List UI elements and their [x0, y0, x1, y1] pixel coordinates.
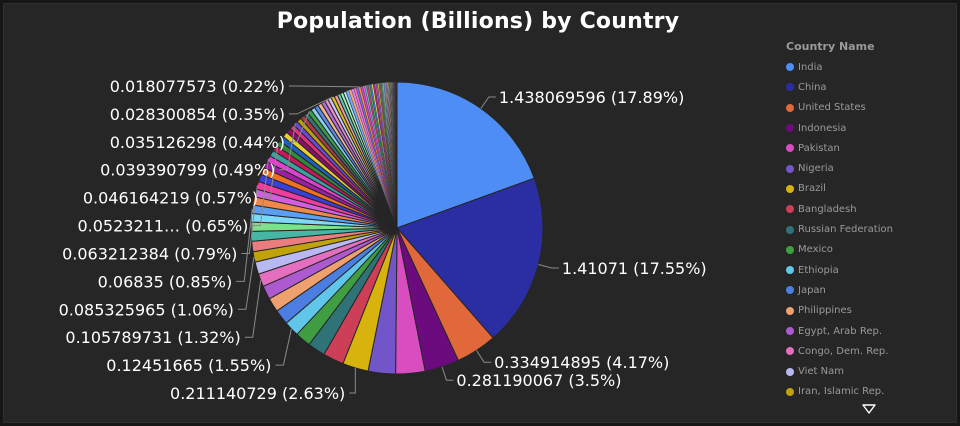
leader-line	[252, 158, 269, 226]
data-label: 1.41071 (17.55%)	[562, 259, 707, 278]
legend-label: Brazil	[798, 183, 826, 195]
legend-swatch	[786, 286, 794, 295]
leader-line	[538, 264, 559, 269]
legend-label: United States	[798, 102, 866, 114]
leader-line	[244, 280, 262, 338]
legend-swatch	[786, 306, 794, 315]
chart-title: Population (Billions) by Country	[276, 9, 680, 34]
legend-item[interactable]: Russian Federation	[786, 219, 946, 239]
legend-item[interactable]: Ethiopia	[786, 260, 946, 280]
data-label: 0.035126298 (0.44%)	[110, 133, 285, 152]
legend-label: Iran, Islamic Rep.	[798, 386, 885, 398]
legend-swatch	[786, 63, 794, 72]
legend-label: Pakistan	[798, 142, 840, 154]
data-label: 0.06835 (0.85%)	[98, 272, 233, 291]
leader-line	[476, 350, 492, 363]
legend-item[interactable]: Nigeria	[786, 158, 946, 178]
legend-item[interactable]: Egypt, Arab Rep.	[786, 321, 946, 341]
legend-label: Congo, Dem. Rep.	[798, 345, 889, 357]
leader-line	[241, 185, 258, 254]
legend-label: Nigeria	[798, 163, 834, 175]
legend-swatch	[786, 266, 794, 275]
data-label: 0.334914895 (4.17%)	[494, 353, 669, 372]
leader-line	[480, 96, 496, 109]
triangle-down-icon[interactable]	[862, 404, 876, 414]
legend-swatch	[786, 184, 794, 193]
legend-swatch	[786, 367, 794, 376]
legend-swatch	[786, 83, 794, 92]
legend-item[interactable]: Viet Nam	[786, 361, 946, 381]
legend-swatch	[786, 225, 794, 234]
legend-label: Japan	[798, 284, 826, 296]
legend-title: Country Name	[786, 40, 875, 53]
legend-swatch	[786, 144, 794, 153]
legend-label: Bangladesh	[798, 203, 857, 215]
legend-swatch	[786, 124, 794, 133]
legend-item[interactable]: Pakistan	[786, 138, 946, 158]
legend-label: Egypt, Arab Rep.	[798, 325, 882, 337]
data-label: 0.039390799 (0.49%)	[100, 161, 275, 180]
leader-line	[349, 367, 356, 394]
legend-item[interactable]: India	[786, 57, 946, 77]
legend-item[interactable]: Mexico	[786, 240, 946, 260]
legend-item[interactable]: Brazil	[786, 179, 946, 199]
legend-swatch	[786, 103, 794, 112]
legend-label: Russian Federation	[798, 224, 893, 236]
leader-line	[236, 209, 253, 282]
legend-label: Indonesia	[798, 122, 847, 134]
data-label: 0.085325965 (1.06%)	[59, 300, 234, 319]
data-label: 0.046164219 (0.57%)	[83, 189, 258, 208]
legend-swatch	[786, 205, 794, 214]
data-label: 0.105789731 (1.32%)	[65, 328, 240, 347]
legend-swatch	[786, 347, 794, 356]
leader-line	[441, 366, 454, 381]
leader-line	[289, 85, 360, 88]
legend-label: Philippines	[798, 305, 852, 317]
legend-label: Mexico	[798, 244, 833, 256]
legend-swatch	[786, 387, 794, 396]
data-label: 0.063212384 (0.79%)	[62, 245, 237, 264]
legend-item[interactable]: Congo, Dem. Rep.	[786, 341, 946, 361]
legend-item[interactable]: Iran, Islamic Rep.	[786, 382, 946, 402]
legend-item[interactable]: China	[786, 77, 946, 97]
legend-label: Ethiopia	[798, 264, 839, 276]
legend-item[interactable]: United States	[786, 98, 946, 118]
leader-line	[289, 111, 310, 143]
data-label: 1.438069596 (17.89%)	[499, 88, 684, 107]
data-label: 0.12451665 (1.55%)	[106, 356, 271, 375]
data-label: 0.211140729 (2.63%)	[170, 384, 345, 403]
legend: Country Name India China United States Indo…	[786, 40, 946, 402]
legend-item[interactable]: Philippines	[786, 301, 946, 321]
legend-item[interactable]: Indonesia	[786, 118, 946, 138]
legend-label: China	[798, 81, 827, 93]
legend-swatch	[786, 327, 794, 335]
leader-line	[279, 123, 296, 171]
data-label: 0.0523211… (0.65%)	[77, 217, 248, 236]
data-label: 0.018077573 (0.22%)	[110, 77, 285, 96]
leader-line	[289, 96, 333, 115]
legend-item[interactable]: Bangladesh	[786, 199, 946, 219]
leader-line	[237, 256, 255, 310]
legend-label: Viet Nam	[798, 366, 845, 378]
pie-slice-china[interactable]	[396, 177, 544, 339]
data-label: 0.281190067 (3.5%)	[456, 371, 621, 390]
data-label: 0.028300854 (0.35%)	[110, 105, 285, 124]
leader-line	[262, 143, 279, 199]
legend-swatch	[786, 164, 794, 173]
legend-item[interactable]: Japan	[786, 280, 946, 300]
legend-label: India	[798, 61, 823, 73]
leader-line	[275, 328, 292, 366]
legend-swatch	[786, 245, 794, 254]
